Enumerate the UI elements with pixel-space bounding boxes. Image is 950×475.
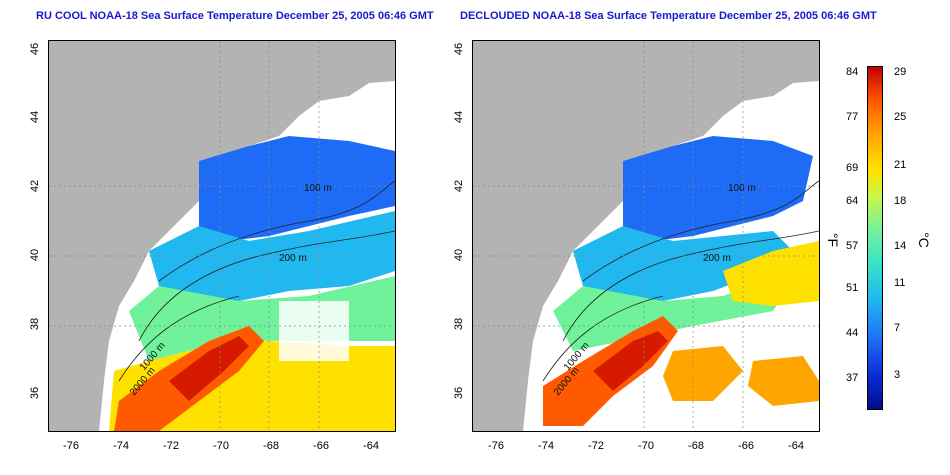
right-xtick: -64 <box>788 440 804 452</box>
contour-label-100m: 100 m <box>304 183 332 194</box>
temperature-colorbar <box>867 66 883 410</box>
left-ytick: 44 <box>29 110 41 124</box>
sst-cool-band <box>149 211 395 301</box>
left-map-canvas: 100 m 200 m 1000 m 2000 m <box>49 41 395 431</box>
colorbar-c-tick: 29 <box>894 66 907 78</box>
left-ytick: 36 <box>29 386 41 400</box>
colorbar-f-tick: 37 <box>846 372 859 384</box>
colorbar-c-tick: 11 <box>894 277 906 289</box>
contour-label-100m: 100 m <box>728 183 756 194</box>
colorbar-c-tick: 14 <box>894 240 907 252</box>
right-xtick: -74 <box>538 440 554 452</box>
right-xtick: -68 <box>688 440 704 452</box>
left-ytick: 46 <box>29 42 41 56</box>
colorbar-c-tick: 7 <box>894 322 901 334</box>
sst-offshore-patch <box>663 346 743 401</box>
cloud-patch <box>279 301 349 361</box>
left-map-title: RU COOL NOAA-18 Sea Surface Temperature … <box>36 10 434 22</box>
right-ytick: 40 <box>453 248 465 262</box>
right-xtick: -76 <box>488 440 504 452</box>
colorbar-unit-fahrenheit: °F <box>825 232 842 248</box>
isobath-line <box>138 230 395 342</box>
right-ytick: 42 <box>453 179 465 193</box>
left-xtick: -70 <box>213 440 229 452</box>
right-xtick: -70 <box>638 440 654 452</box>
land-mass <box>473 41 819 431</box>
sst-cold-shelf <box>623 136 813 241</box>
colorbar-f-tick: 51 <box>846 282 859 294</box>
sst-cold-shelf <box>199 136 395 241</box>
left-ytick: 42 <box>29 179 41 193</box>
right-ytick: 46 <box>453 42 465 56</box>
graticule <box>473 41 819 431</box>
right-ytick: 44 <box>453 110 465 124</box>
left-ytick: 40 <box>29 248 41 262</box>
left-xtick: -64 <box>363 440 379 452</box>
sst-gulf-core <box>593 331 668 391</box>
colorbar-c-tick: 25 <box>894 111 907 123</box>
colorbar-c-tick: 3 <box>894 369 901 381</box>
colorbar-f-tick: 57 <box>846 240 859 252</box>
right-map-title: DECLOUDED NOAA-18 Sea Surface Temperatur… <box>460 10 877 22</box>
colorbar-c-tick: 21 <box>894 159 907 171</box>
colorbar-f-tick: 84 <box>846 66 859 78</box>
left-xtick: -76 <box>63 440 79 452</box>
colorbar-f-tick: 69 <box>846 162 859 174</box>
isobath-line <box>542 295 664 382</box>
right-ytick: 36 <box>453 386 465 400</box>
isobath-line <box>582 180 819 282</box>
isobath-line <box>118 295 240 382</box>
right-xtick: -66 <box>738 440 754 452</box>
colorbar-f-tick: 44 <box>846 327 859 339</box>
isobath-line <box>158 180 395 282</box>
right-map-canvas: 100 m 200 m 1000 m 2000 m <box>473 41 819 431</box>
right-xtick: -72 <box>588 440 604 452</box>
left-xtick: -72 <box>163 440 179 452</box>
isobath-line <box>562 230 819 342</box>
right-map-panel: 100 m 200 m 1000 m 2000 m <box>472 40 820 432</box>
sst-warm-patch <box>723 241 819 306</box>
sst-offshore-patch <box>748 356 819 406</box>
graticule <box>49 41 395 431</box>
sst-gulf-core <box>169 336 249 401</box>
colorbar-unit-celsius: °C <box>915 232 932 248</box>
colorbar-f-tick: 64 <box>846 195 859 207</box>
colorbar-f-tick: 77 <box>846 111 859 123</box>
right-ytick: 38 <box>453 317 465 331</box>
contour-label-200m: 200 m <box>703 253 731 264</box>
left-ytick: 38 <box>29 317 41 331</box>
land-mass <box>49 41 395 431</box>
left-map-panel: 100 m 200 m 1000 m 2000 m <box>48 40 396 432</box>
colorbar-c-tick: 18 <box>894 195 907 207</box>
contour-label-200m: 200 m <box>279 253 307 264</box>
left-xtick: -68 <box>263 440 279 452</box>
left-xtick: -66 <box>313 440 329 452</box>
left-xtick: -74 <box>113 440 129 452</box>
